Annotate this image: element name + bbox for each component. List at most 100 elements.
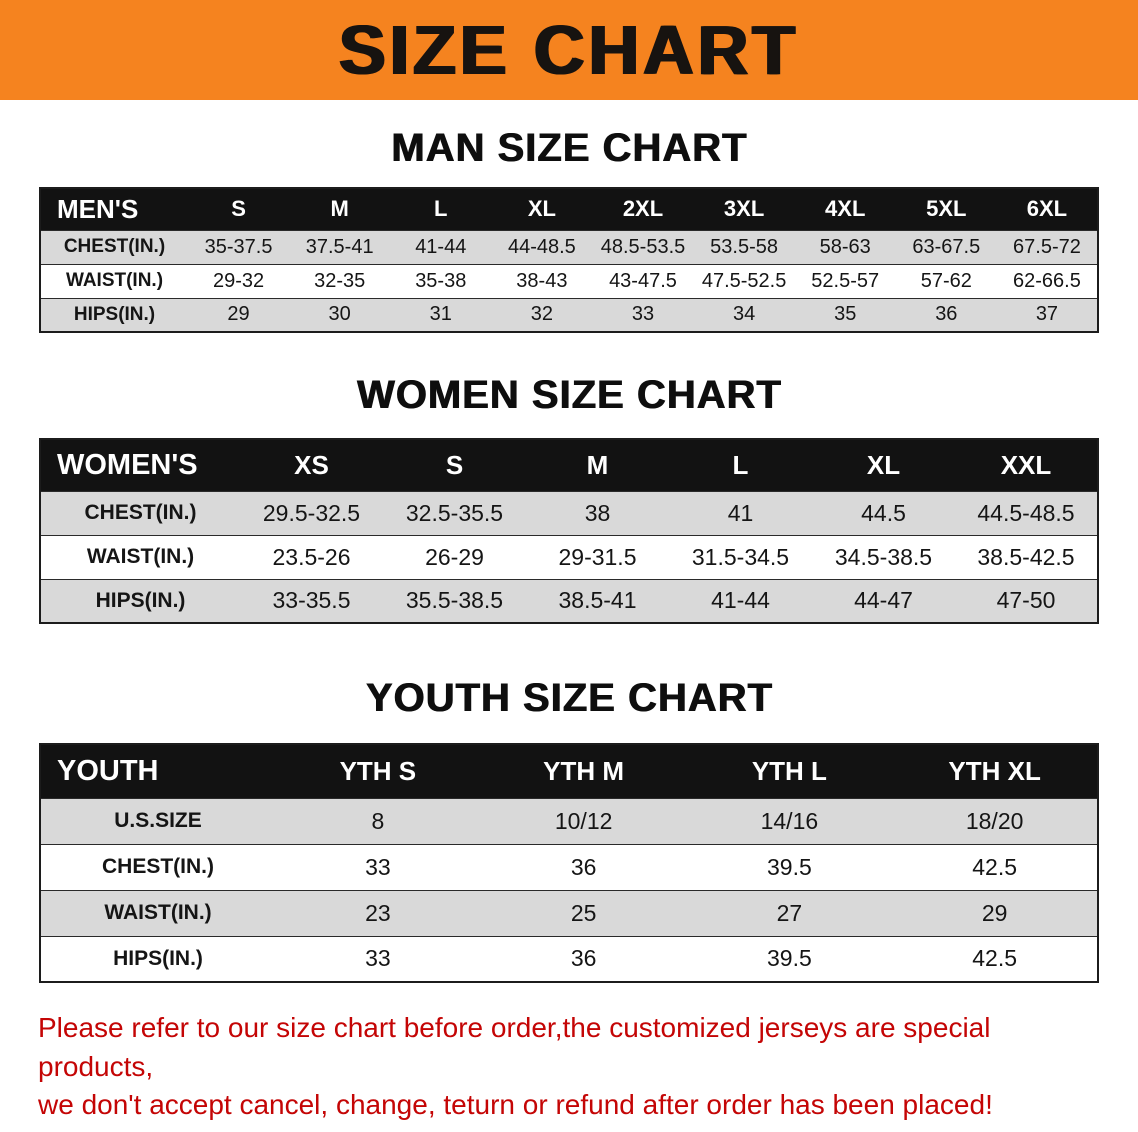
size-value: 23 [365,899,391,926]
disclaimer-line-2: we don't accept cancel, change, teturn o… [38,1089,993,1121]
women-size-table: WOMEN'S XS S M L XL XXL CHEST(IN.) 29.5-32.5 32.5… [39,438,1099,624]
size-value: 44-48.5 [507,235,576,258]
size-value: 32-35 [314,269,366,292]
size-column-header: YTH XL [948,755,1041,786]
size-column-header: 2XL [622,196,664,222]
size-value: 29 [227,303,250,326]
row-label: CHEST(IN.) [63,236,166,257]
size-value: 41 [727,499,754,526]
size-value: 37.5-41 [305,235,374,258]
size-column-header: YTH M [543,755,625,786]
youth-section-heading: YOUTH SIZE CHART [365,676,773,720]
row-label: WAIST(IN.) [104,901,212,924]
size-value: 33-35.5 [272,587,351,614]
size-value: 29-32 [212,269,265,292]
size-value: 27 [776,899,803,926]
table-corner-label: MEN'S [57,193,139,224]
size-chart-title: SIZE CHART [339,11,799,89]
size-value: 37 [1035,303,1059,326]
size-value: 29-31.5 [558,543,637,570]
table-header-row: WOMEN'S XS S M L XL XXL [40,439,1098,491]
size-value: 30 [328,303,351,326]
size-column-header: XL [866,449,901,480]
size-value: 47.5-52.5 [701,269,787,292]
size-value: 31 [429,303,452,326]
table-header-row: YOUTH YTH S YTH M YTH L YTH XL [40,744,1098,798]
table-corner-label: WOMEN'S [57,448,198,481]
size-value: 67.5-72 [1013,235,1081,258]
size-value: 38-43 [516,269,568,292]
size-column-header: XS [294,449,329,480]
table-row: WAIST(IN.) 29-32 32-35 35-38 38-43 43-47.5 47.… [40,264,1098,298]
disclaimer-line-1: Please refer to our size chart before or… [38,1012,991,1082]
size-chart-banner: SIZE CHART [0,0,1138,100]
size-column-header: XL [527,196,556,222]
size-column-header: M [330,196,349,222]
size-value: 53.5-58 [710,235,779,258]
size-column-header: XXL [1000,449,1052,480]
size-value: 43-47.5 [609,269,677,292]
row-label: CHEST(IN.) [84,501,197,524]
size-value: 44.5 [861,499,906,526]
size-value: 38.5-42.5 [977,543,1075,570]
size-value: 14/16 [760,807,819,834]
table-row: CHEST(IN.) 35-37.5 37.5-41 41-44 44-48.5 48.5… [40,230,1098,264]
table-row: HIPS(IN.) 33 36 39.5 42.5 [40,936,1098,982]
size-value: 29 [981,899,1008,926]
size-value: 38.5-41 [558,587,637,614]
size-value: 32.5-35.5 [405,499,504,526]
youth-size-table: YOUTH YTH S YTH M YTH L YTH XL U.S.SIZE 8 10/12… [39,743,1099,983]
size-value: 48.5-53.5 [600,235,686,258]
size-value: 36 [570,945,597,972]
size-value: 23.5-26 [272,543,351,570]
size-value: 42.5 [972,945,1017,972]
size-value: 35-38 [415,269,467,292]
youth-size-section: YOUTH SIZE CHART YOUTH YTH S YTH M YTH L YTH… [0,676,1138,983]
table-row: U.S.SIZE 8 10/12 14/16 18/20 [40,798,1098,844]
disclaimer: Please refer to our size chart before or… [38,1009,1100,1125]
row-label: WAIST(IN.) [65,270,164,291]
size-value: 36 [935,303,958,326]
size-value: 18/20 [965,807,1024,834]
size-column-header: 4XL [825,196,866,222]
size-column-header: 6XL [1026,196,1068,222]
row-label: WAIST(IN.) [86,545,195,568]
size-value: 47-50 [996,587,1056,614]
row-label: HIPS(IN.) [113,946,203,970]
size-column-header: M [586,449,609,480]
size-value: 10/12 [554,807,613,834]
size-column-header: S [445,449,464,480]
size-value: 35 [834,303,857,326]
table-header-row: MEN'S S M L XL 2XL 3XL 4XL 5XL 6XL [40,188,1098,230]
size-value: 57-62 [920,269,972,292]
size-column-header: YTH S [339,755,417,786]
size-column-header: L [434,196,448,222]
size-value: 31.5-34.5 [691,543,790,570]
size-value: 33 [365,853,391,880]
men-size-table: MEN'S S M L XL 2XL 3XL 4XL 5XL 6XL CHEST(IN.) 35-37… [39,187,1099,333]
row-label: U.S.SIZE [114,809,202,832]
row-label: HIPS(IN.) [95,588,186,612]
size-value: 38 [584,499,611,526]
size-value: 36 [570,853,597,880]
size-value: 29.5-32.5 [262,499,361,526]
table-row: HIPS(IN.) 29 30 31 32 33 34 35 36 37 [40,298,1098,332]
size-value: 26-29 [425,543,484,570]
size-value: 25 [570,899,597,926]
women-section-heading: WOMEN SIZE CHART [356,373,782,417]
table-row: HIPS(IN.) 33-35.5 35.5-38.5 38.5-41 41-44 44-… [40,579,1098,623]
size-value: 44.5-48.5 [977,499,1075,526]
size-value: 35.5-38.5 [405,587,504,614]
table-corner-label: YOUTH [57,754,159,787]
size-column-header: 5XL [926,196,967,222]
size-value: 63-67.5 [912,235,981,258]
size-column-header: YTH L [751,755,827,786]
size-value: 41-44 [415,235,467,258]
size-value: 39.5 [766,853,812,880]
men-size-section: MAN SIZE CHART MEN'S S M L XL 2XL 3XL 4XL 5XL 6XL… [0,126,1138,333]
size-value: 52.5-57 [811,269,880,292]
row-label: HIPS(IN.) [73,303,156,325]
size-value: 58-63 [819,235,871,258]
size-value: 35-37.5 [204,235,273,258]
men-section-heading: MAN SIZE CHART [390,126,748,170]
